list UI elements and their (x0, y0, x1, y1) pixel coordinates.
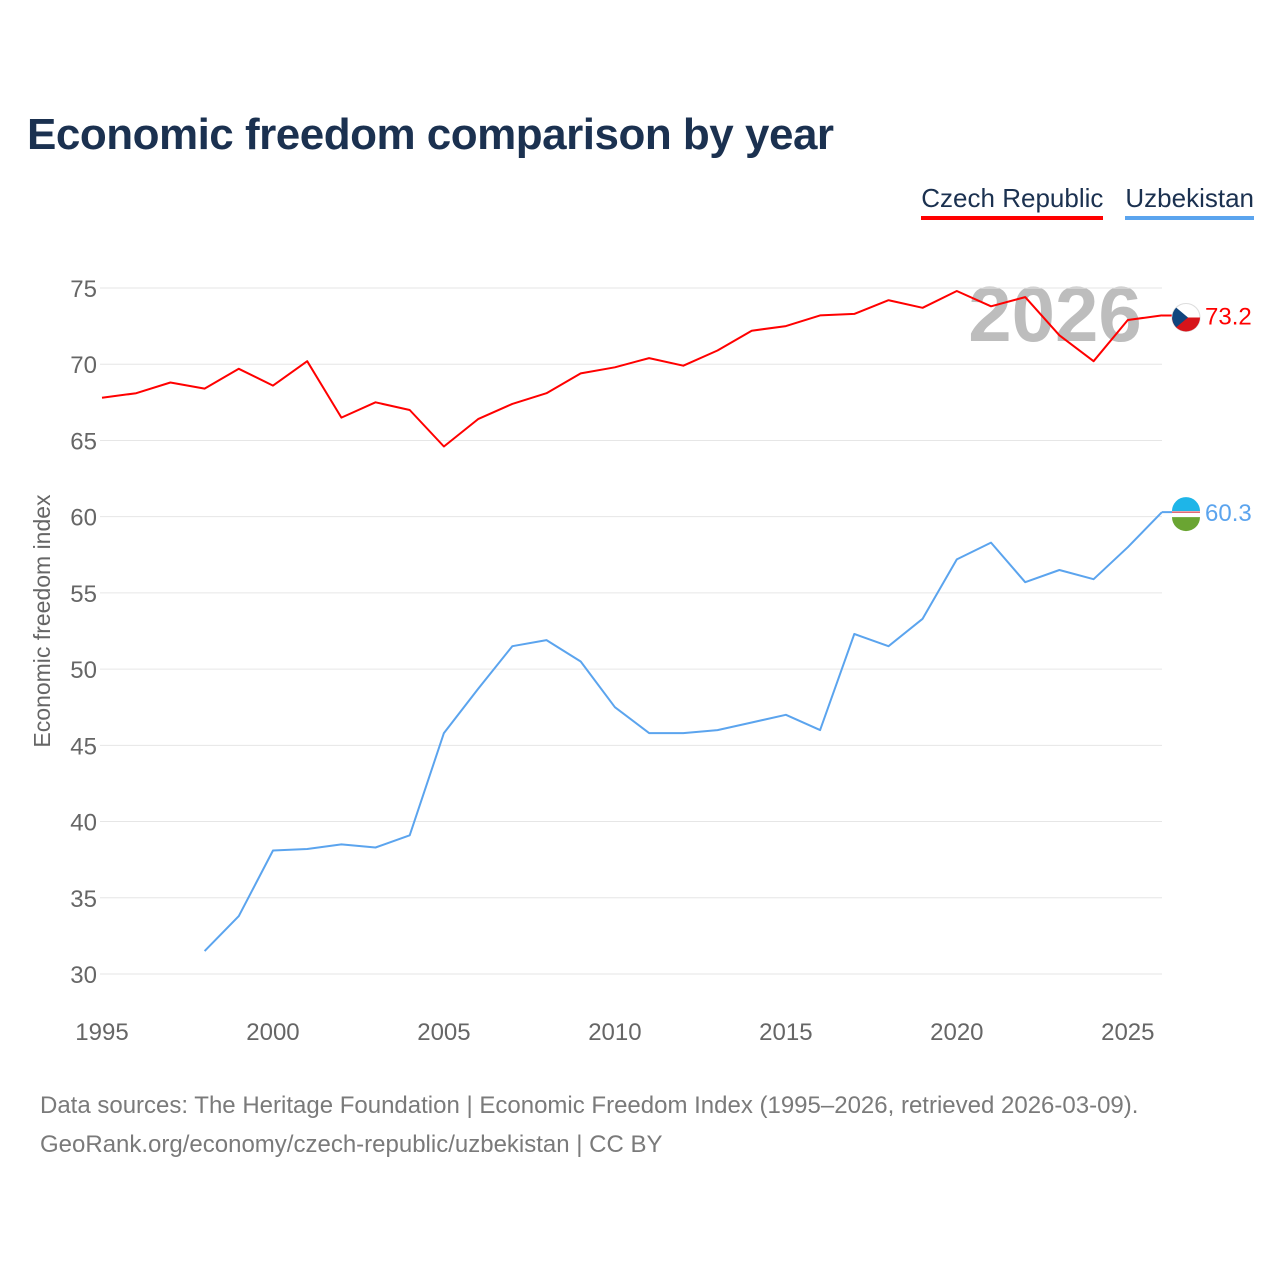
year-watermark: 2026 (968, 270, 1142, 358)
uzbek-flag-icon-white (1172, 511, 1200, 518)
x-tick-label: 2015 (759, 1019, 812, 1046)
x-tick-label: 2010 (588, 1019, 641, 1046)
end-value-label: 60.3 (1205, 500, 1252, 527)
y-tick-label: 60 (70, 505, 97, 532)
y-tick-label: 40 (70, 810, 97, 837)
y-tick-label: 55 (70, 581, 97, 608)
x-tick-label: 2025 (1101, 1019, 1154, 1046)
legend-czech-republic[interactable]: Czech Republic (921, 183, 1104, 220)
y-tick-label: 30 (70, 962, 97, 989)
uzbek-flag-icon-green (1172, 517, 1200, 532)
end-value-label: 73.2 (1205, 303, 1252, 330)
legend-uzbekistan[interactable]: Uzbekistan (1125, 183, 1254, 220)
uzbek-flag-icon-blue (1172, 497, 1200, 512)
y-tick-label: 50 (70, 657, 97, 684)
y-axis-label: Economic freedom index (29, 494, 55, 748)
x-tick-label: 2020 (930, 1019, 983, 1046)
x-tick-label: 2000 (246, 1019, 299, 1046)
y-tick-label: 70 (70, 352, 97, 379)
y-tick-label: 45 (70, 733, 97, 760)
chart-title: Economic freedom comparison by year (27, 110, 834, 159)
series-line-uzbekistan (203, 511, 1163, 952)
legend: Czech Republic Uzbekistan (921, 183, 1254, 220)
footer: Data sources: The Heritage Foundation | … (40, 1086, 1138, 1164)
y-tick-label: 65 (70, 428, 97, 455)
x-tick-label: 2005 (417, 1019, 470, 1046)
y-tick-label: 75 (70, 276, 97, 303)
series-line-czech-republic (101, 290, 1163, 448)
czech-flag-icon-blue (1172, 307, 1188, 328)
footer-url: GeoRank.org/economy/czech-republic/uzbek… (40, 1131, 663, 1158)
y-tick-label: 35 (70, 886, 97, 913)
footer-sources: Data sources: The Heritage Foundation | … (40, 1092, 1139, 1119)
x-tick-label: 1995 (75, 1019, 128, 1046)
